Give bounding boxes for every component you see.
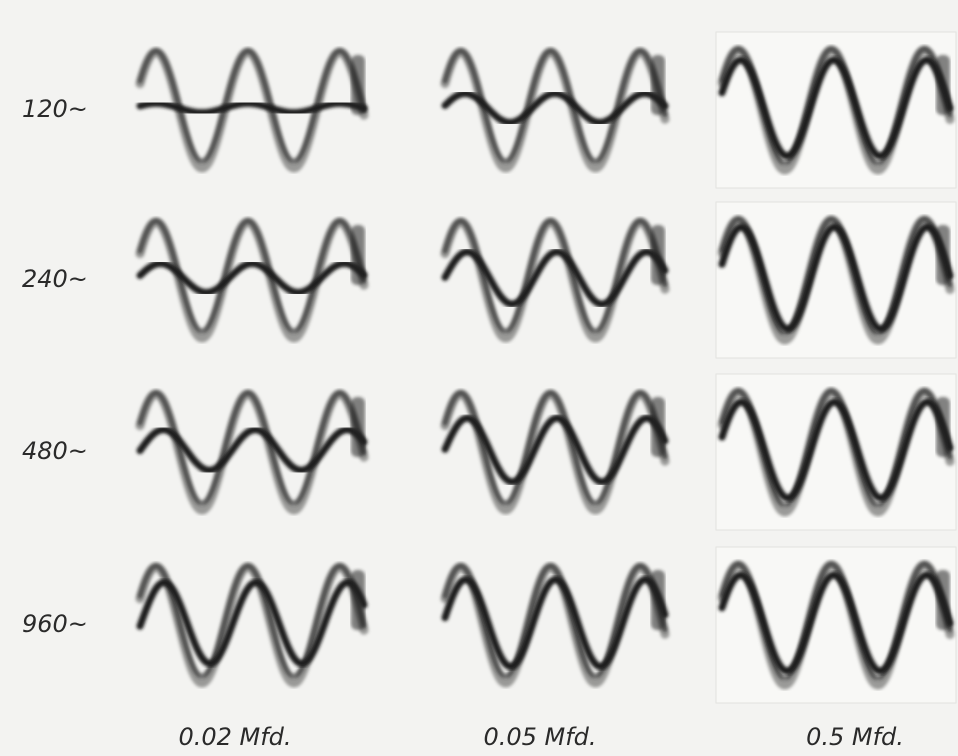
trace-end-blot — [651, 55, 665, 115]
labels: 120~ 240~ 480~ 960~ 0.02 Mfd. 0.05 Mfd. 0.5 Mf… — [22, 95, 904, 751]
second-trace — [136, 259, 368, 297]
trace-end-blot — [651, 397, 665, 457]
second-trace — [441, 248, 669, 308]
dark-trace — [442, 563, 668, 679]
second-trace — [441, 89, 669, 127]
row-label: 120~ — [22, 95, 88, 123]
column-label: 0.5 Mfd. — [806, 723, 904, 751]
second-trace — [441, 414, 669, 486]
column-label: 0.05 Mfd. — [483, 723, 596, 751]
dark-trace — [442, 390, 668, 506]
trace-end-blot — [651, 570, 665, 630]
oscillograms — [135, 31, 957, 704]
trace-end-blot — [351, 55, 365, 115]
dark-trace — [137, 48, 367, 164]
second-trace — [136, 426, 368, 474]
second-trace — [136, 99, 368, 117]
trace-end-blot — [936, 225, 950, 285]
second-trace — [718, 223, 954, 333]
trace-end-blot — [351, 570, 365, 630]
row-label: 960~ — [22, 610, 88, 638]
trace-end-blot — [936, 55, 950, 115]
trace-end-blot — [351, 397, 365, 457]
second-trace — [718, 56, 954, 160]
second-trace — [718, 398, 954, 502]
row-label: 480~ — [22, 437, 88, 465]
trace-end-blot — [936, 570, 950, 630]
trace-end-blot — [651, 225, 665, 285]
column-label: 0.02 Mfd. — [178, 723, 291, 751]
trace-end-blot — [936, 397, 950, 457]
second-trace — [441, 575, 669, 671]
row-label: 240~ — [22, 265, 88, 293]
second-trace — [718, 571, 954, 675]
trace-end-blot — [351, 225, 365, 285]
dark-trace — [137, 563, 367, 679]
second-trace — [136, 578, 368, 668]
